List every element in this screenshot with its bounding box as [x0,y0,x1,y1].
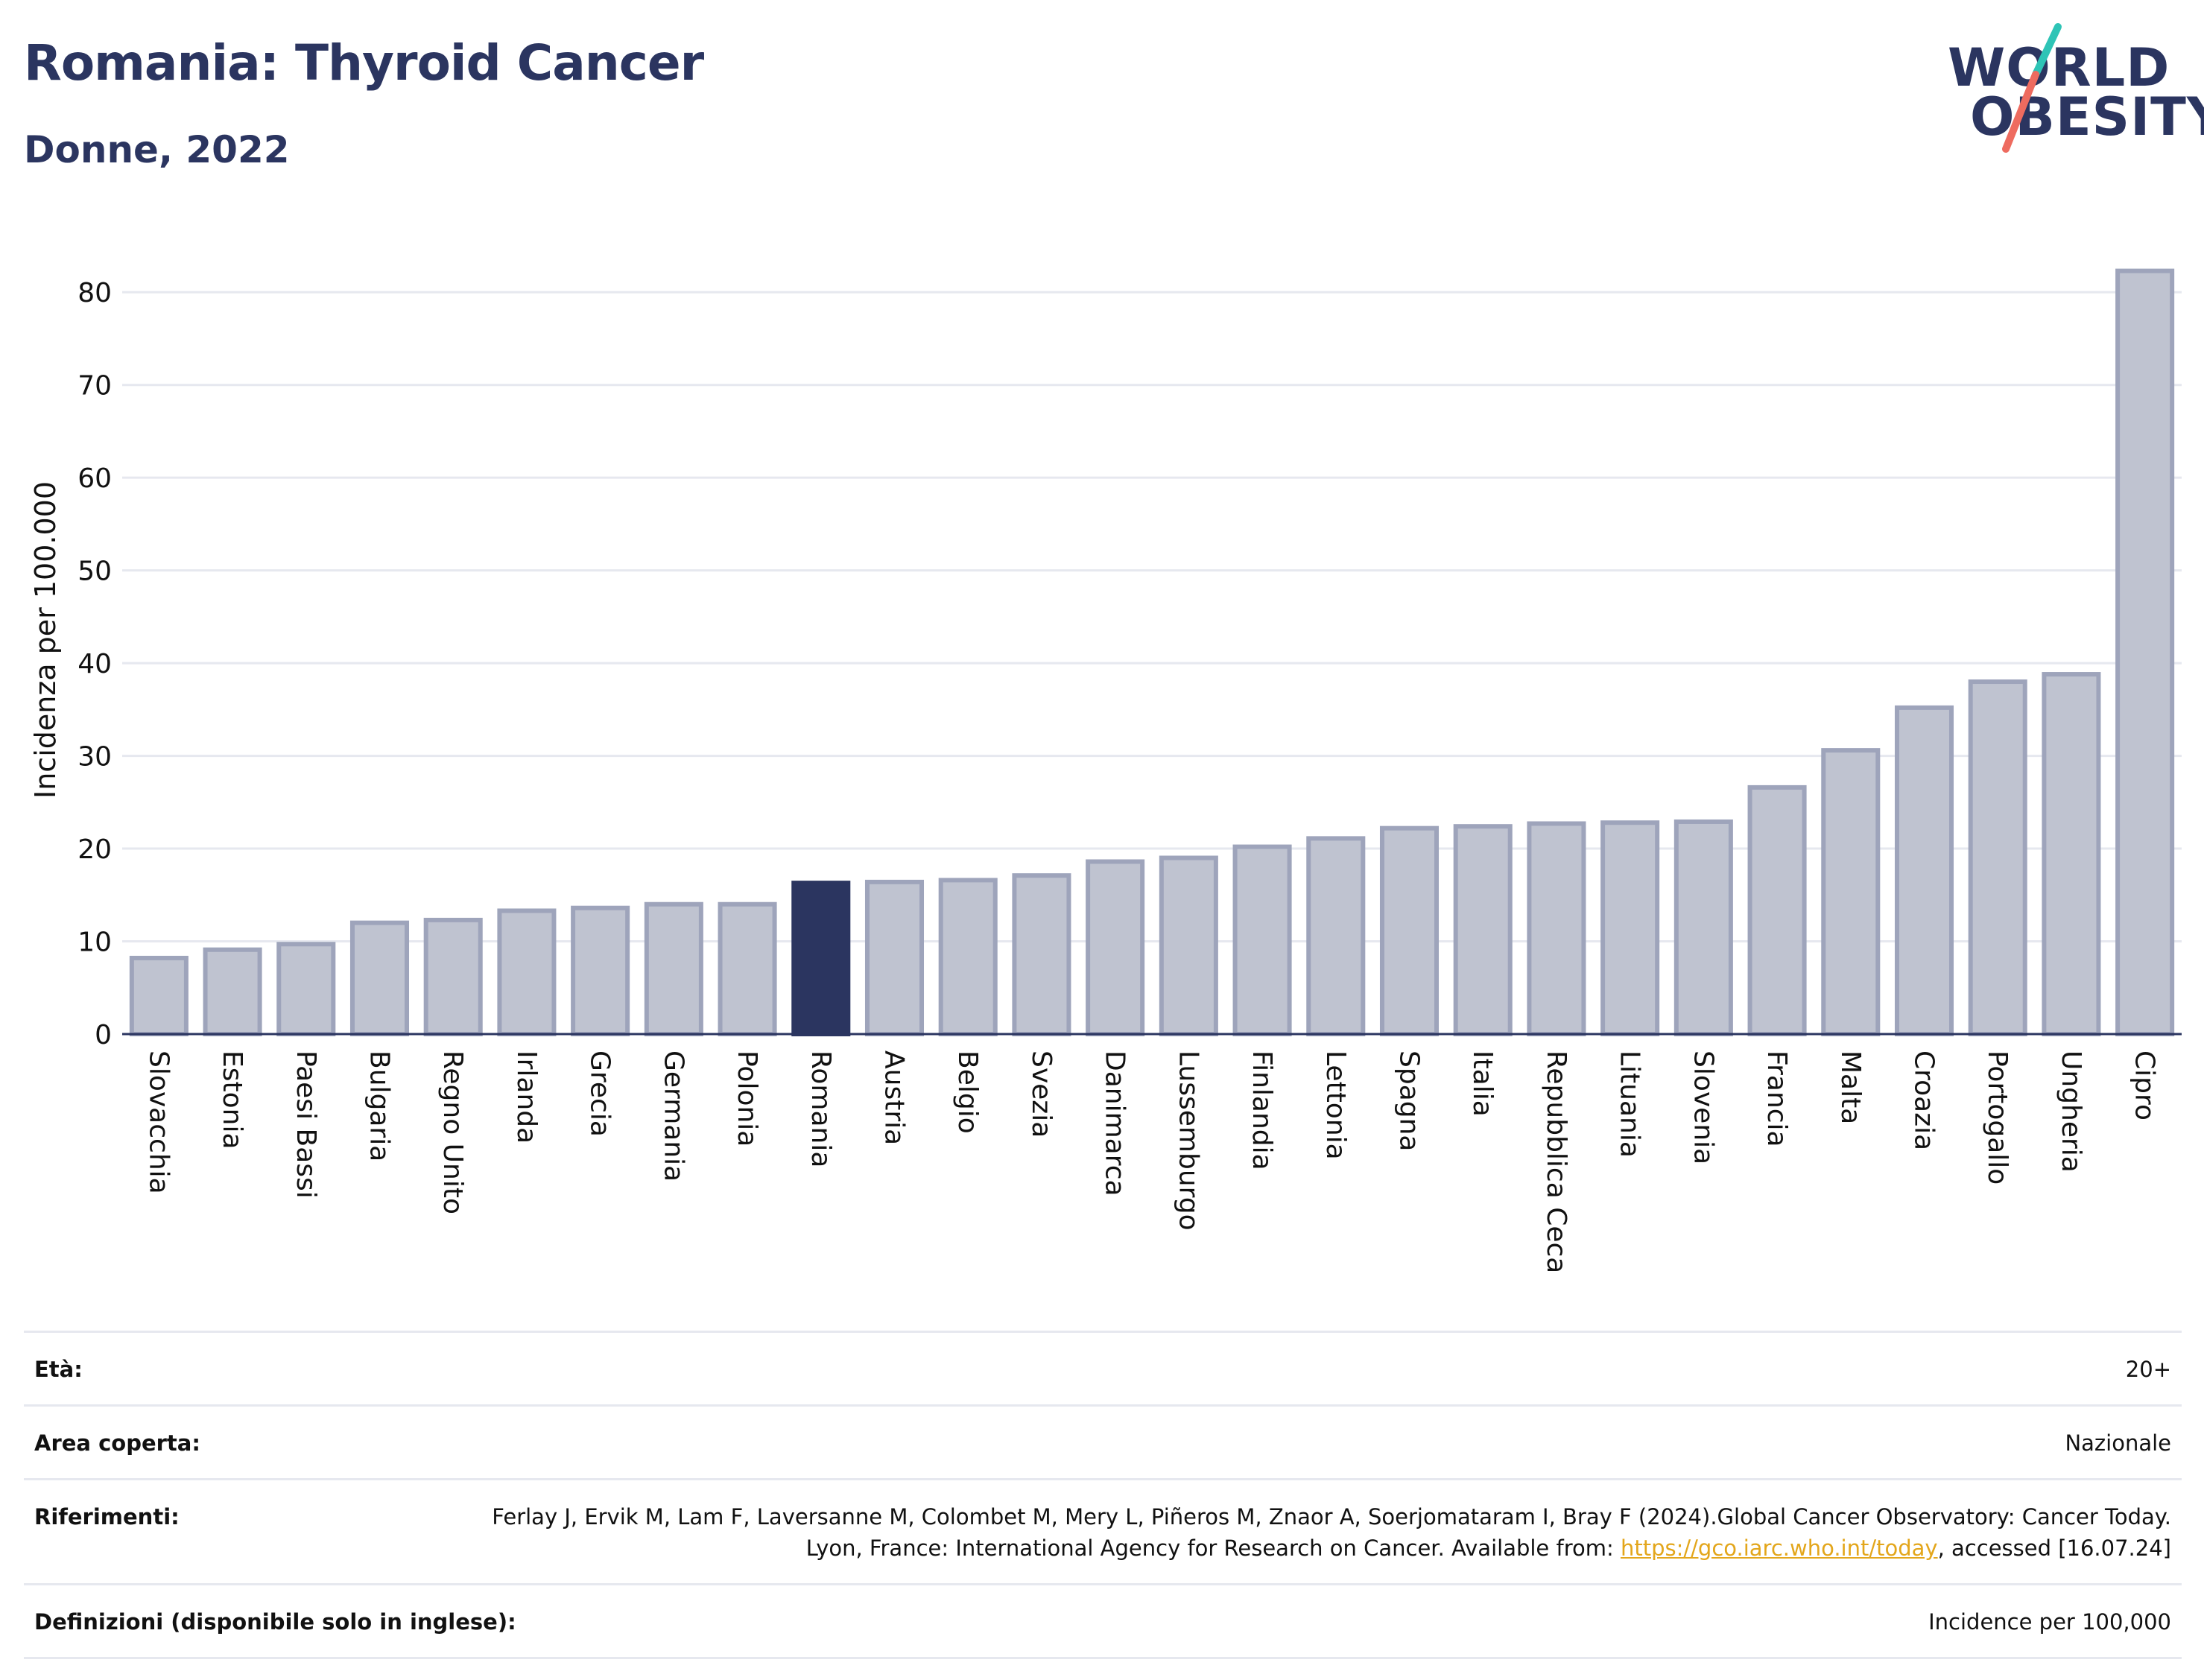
bar-polonia[interactable] [718,901,777,1036]
bar-slovenia[interactable] [1673,819,1733,1036]
y-tick-label: 80 [77,278,112,308]
x-tick-label: Lussemburgo [1173,1050,1203,1231]
x-tick-label: Regno Unito [437,1050,468,1214]
references-value: Ferlay J, Ervik M, Lam F, Laversanne M, … [457,1501,2171,1564]
x-tick-label: Romania [805,1050,836,1167]
bar-lettonia[interactable] [1306,836,1366,1036]
x-tick-label: Slovacchia [143,1050,174,1194]
bar-spagna[interactable] [1379,825,1440,1036]
definitions-label: Definizioni (disponibile solo in inglese… [34,1609,516,1635]
grid-lines [122,291,2182,943]
references-text: Ferlay J, Ervik M, Lam F, Laversanne M, … [492,1504,2171,1561]
eta-label: Età: [34,1357,83,1382]
x-tick-label: Cipro [2129,1050,2160,1120]
x-tick-label: Repubblica Ceca [1541,1050,1571,1273]
bar-paesi-bassi[interactable] [276,942,336,1037]
bar-belgio[interactable] [938,878,998,1037]
definitions-value: Incidence per 100,000 [1928,1609,2171,1635]
x-tick-label: Slovenia [1688,1050,1718,1164]
y-axis-label: Incidenza per 100.000 [29,481,62,799]
x-tick-label: Croazia [1909,1050,1939,1150]
references-label: Riferimenti: [34,1504,180,1530]
x-tick-label: Germania [658,1050,688,1182]
x-tick-label: Finlandia [1247,1050,1277,1170]
references-link[interactable]: https://gco.iarc.who.int/today [1620,1535,1938,1561]
bar-cipro[interactable] [2115,268,2175,1036]
y-tick-label: 70 [77,371,112,402]
y-tick-label: 50 [77,557,112,587]
logo-slash-coral [2002,71,2039,153]
bar-romania[interactable] [791,881,851,1036]
bar-slovacchia[interactable] [129,955,189,1036]
x-tick-label: Paesi Bassi [291,1050,321,1199]
x-tick-label: Francia [1761,1050,1792,1147]
area-value: Nazionale [2065,1430,2171,1456]
x-tick-label: Spagna [1394,1050,1425,1152]
bar-svezia[interactable] [1012,873,1071,1036]
logo-slash-teal [2032,23,2062,78]
y-tick-label: 20 [77,834,112,865]
bar-grecia[interactable] [571,905,630,1036]
bars [129,268,2175,1037]
info-table: Età: 20+ Area coperta: Nazionale Riferim… [24,1331,2182,1659]
y-tick-label: 30 [77,742,112,773]
bar-ungheria[interactable] [2042,672,2101,1037]
bar-portogallo[interactable] [1968,679,2027,1036]
bar-danimarca[interactable] [1086,859,1145,1036]
x-tick-label: Grecia [585,1050,615,1137]
bar-regno-unito[interactable] [423,917,483,1036]
x-tick-label: Italia [1467,1050,1498,1117]
info-row-area: Area coperta: Nazionale [24,1404,2182,1478]
info-row-definitions: Definizioni (disponibile solo in inglese… [24,1583,2182,1659]
bar-repubblica-ceca[interactable] [1527,821,1586,1037]
bar-finlandia[interactable] [1232,844,1292,1036]
info-row-eta: Età: 20+ [24,1331,2182,1404]
x-tick-label: Bulgaria [364,1050,395,1161]
x-tick-label: Malta [1835,1050,1866,1124]
bar-lussemburgo[interactable] [1159,855,1218,1036]
y-tick-label: 10 [77,928,112,958]
y-tick-label: 60 [77,463,112,494]
chart-subtitle: Donne, 2022 [24,128,290,171]
eta-value: 20+ [2125,1357,2171,1382]
bar-lituania[interactable] [1600,820,1660,1036]
x-tick-label: Lettonia [1320,1050,1351,1160]
x-tick-label: Svezia [1026,1050,1057,1138]
bar-germania[interactable] [644,901,703,1036]
logo-text-world: WORLD [1948,37,2170,98]
info-row-references: Riferimenti: Ferlay J, Ervik M, Lam F, L… [24,1478,2182,1583]
x-tick-label: Belgio [952,1050,983,1134]
x-tick-label: Lituania [1615,1050,1645,1158]
x-tick-label: Polonia [732,1050,762,1147]
x-tick-label: Portogallo [1982,1050,2013,1185]
area-label: Area coperta: [34,1430,200,1456]
logo-slash-icon [2002,23,2062,153]
bar-irlanda[interactable] [497,908,557,1036]
y-tick-label: 0 [95,1020,112,1050]
x-tick-label: Irlanda [511,1050,542,1144]
bar-bulgaria[interactable] [349,920,410,1037]
x-tick-label: Ungheria [2056,1050,2086,1173]
x-tick-label: Austria [879,1050,910,1145]
bar-austria[interactable] [864,879,925,1036]
bar-francia[interactable] [1747,784,1807,1037]
world-obesity-logo: WORLD OBESITY [1937,21,2204,162]
y-tick-label: 40 [77,649,112,679]
chart-title: Romania: Thyroid Cancer [24,34,704,92]
bar-italia[interactable] [1453,824,1513,1036]
x-tick-label: Danimarca [1100,1050,1130,1196]
x-tick-label: Estonia [217,1050,247,1150]
bar-malta[interactable] [1821,748,1881,1036]
bar-croazia[interactable] [1894,705,1954,1036]
axes: 0 10 20 30 40 50 60 70 80 Slovacchia Estonia Paesi … [77,278,2182,1273]
references-accessed: , accessed [16.07.24] [1937,1535,2171,1561]
bar-estonia[interactable] [203,947,262,1037]
bar-chart: 0 10 20 30 40 50 60 70 80 Slovacchia Estonia Paesi … [29,268,2182,1273]
